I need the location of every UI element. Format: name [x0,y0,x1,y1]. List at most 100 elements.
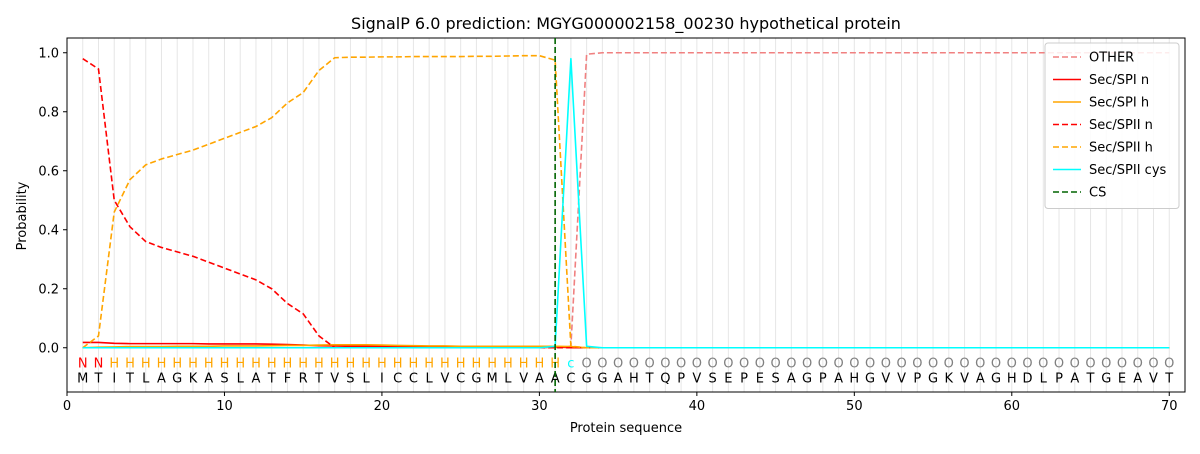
region-label: H [472,357,482,372]
region-label: H [314,357,324,372]
region-label: O [849,357,859,372]
region-label: H [220,357,230,372]
region-label: H [251,357,261,372]
sequence-letter: V [897,371,906,386]
region-label: O [1054,357,1064,372]
x-tick-label: 10 [216,399,233,414]
y-tick-label: 0.6 [38,164,59,179]
sequence-letter: P [1055,371,1063,386]
sequence-letter: A [204,371,213,386]
sequence-letter: S [220,371,228,386]
legend-box [1044,42,1180,209]
region-label: O [802,357,812,372]
region-label: O [1117,357,1127,372]
region-label: O [613,357,623,372]
sequence-letter: E [724,371,732,386]
series-line [82,57,1170,349]
x-tick-label: 40 [689,399,706,414]
region-label: H [503,357,513,372]
x-tick-label: 70 [1161,399,1178,414]
region-label: N [78,357,88,372]
sequence-letter: C [409,371,418,386]
sequence-letter: V [440,371,449,386]
sequence-letter: T [1086,371,1095,386]
sequence-letter: A [157,371,166,386]
legend-label: Sec/SPI h [1089,96,1149,111]
region-label: O [1007,357,1017,372]
region-label: H [456,357,466,372]
region-label: O [692,357,702,372]
sequence-letter: G [582,371,592,386]
region-label: O [975,357,985,372]
region-label: H [409,357,419,372]
sequence-letter: S [708,371,716,386]
sequence-letter: G [471,371,481,386]
sequence-letter: G [597,371,607,386]
sequence-letter: P [740,371,748,386]
x-axis-label: Protein sequence [570,421,682,436]
region-label: H [188,357,198,372]
sequence-letter: G [928,371,938,386]
sequence-letter: M [487,371,498,386]
region-label: H [440,357,450,372]
region-label: O [1101,357,1111,372]
series-line [82,57,1170,349]
sequence-letter: G [1101,371,1111,386]
region-label: H [283,357,293,372]
x-tick-label: 20 [374,399,391,414]
sequence-letter: C [393,371,402,386]
sequence-letter: A [834,371,843,386]
region-label: O [597,357,607,372]
sequence-letter: C [566,371,575,386]
sequence-letter: T [94,371,103,386]
region-label: O [1148,357,1158,372]
sequence-letter: L [237,371,245,386]
sequence-letter: M [77,371,88,386]
y-tick-label: 0.4 [38,223,59,238]
sequence-letter: T [645,371,654,386]
y-tick-label: 0.8 [38,105,59,120]
region-label: O [1133,357,1143,372]
legend-label: Sec/SPII cys [1089,163,1167,178]
sequence-letter: A [976,371,985,386]
sequence-letter: G [991,371,1001,386]
sequence-letter: C [456,371,465,386]
sequence-letter: A [1070,371,1079,386]
region-label: H [172,357,182,372]
region-label: O [707,357,717,372]
sequence-letter: A [787,371,796,386]
sequence-letter: V [881,371,890,386]
legend-label: Sec/SPI n [1089,73,1149,88]
sequence-letter: V [519,371,528,386]
sequence-letter: D [1023,371,1033,386]
sequence-letter: K [189,371,198,386]
region-label: O [833,357,843,372]
sequence-letter: T [314,371,323,386]
sequence-letter: H [629,371,639,386]
sequence-letter: A [252,371,261,386]
sequence-letter: S [346,371,354,386]
region-label: O [865,357,875,372]
sequence-letter: T [267,371,276,386]
region-label: N [94,357,104,372]
region-label: O [739,357,749,372]
region-label: H [424,357,434,372]
series-line [82,54,1170,349]
region-label: O [928,357,938,372]
sequence-letter: L [142,371,150,386]
x-tick-label: 0 [63,399,71,414]
sequence-letter: G [172,371,182,386]
region-label: O [645,357,655,372]
region-label: O [629,357,639,372]
sequence-letter: R [299,371,308,386]
sequence-letter: V [1149,371,1158,386]
sequence-letter: V [692,371,701,386]
sequence-letter: T [1164,371,1173,386]
region-label: H [235,357,245,372]
sequence-letter: V [330,371,339,386]
region-label: O [818,357,828,372]
y-tick-label: 0.2 [38,282,59,297]
sequence-letter: I [112,371,116,386]
sequence-letter: L [426,371,434,386]
